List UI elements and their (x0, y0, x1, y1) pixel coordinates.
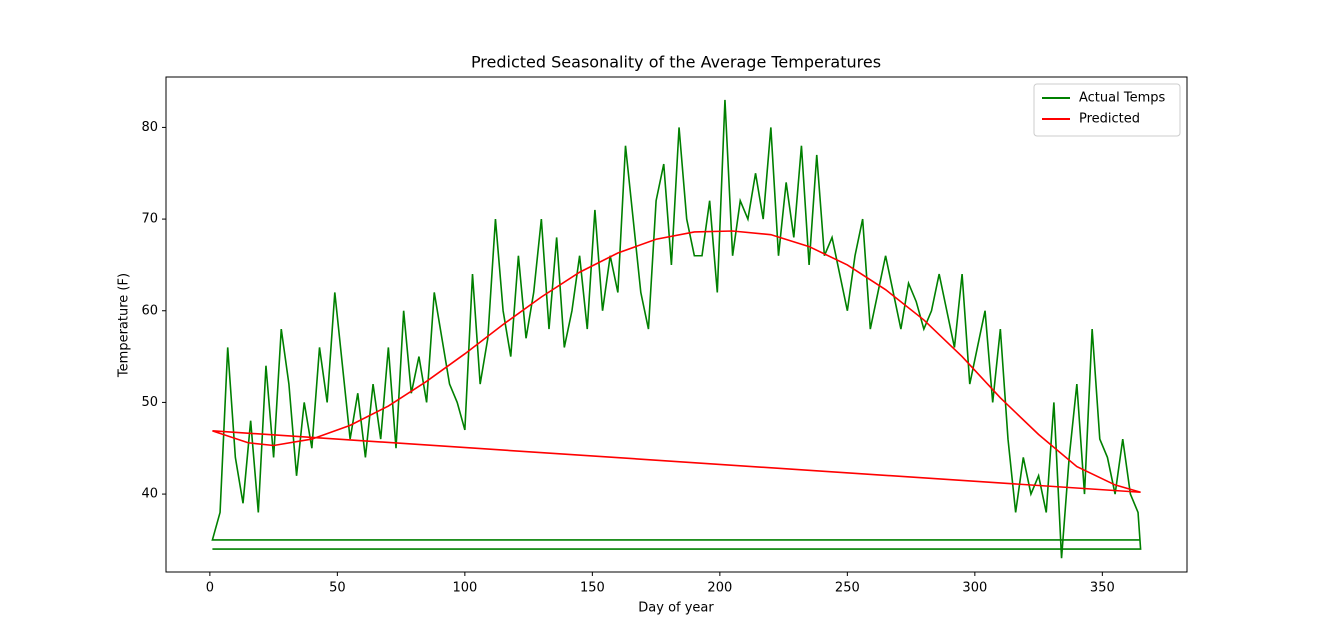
x-tick-label: 50 (329, 581, 346, 596)
y-tick-label: 80 (141, 120, 158, 135)
x-tick-label: 100 (452, 581, 477, 596)
y-tick-label: 70 (141, 212, 158, 227)
x-axis-label: Day of year (638, 601, 714, 616)
plot-frame (165, 76, 1188, 573)
chart-title: Predicted Seasonality of the Average Tem… (471, 53, 881, 72)
legend-box (1033, 83, 1181, 137)
series-line (212, 230, 1141, 494)
y-tick-label: 60 (141, 303, 158, 318)
x-tick-label: 300 (962, 581, 987, 596)
series-line (211, 99, 1142, 559)
y-tick-label: 40 (141, 487, 158, 502)
legend-label: Predicted (1079, 112, 1140, 127)
y-axis-label: Temperature (F) (117, 273, 132, 378)
x-tick-label: 0 (206, 581, 214, 596)
x-tick-label: 350 (1090, 581, 1115, 596)
legend-label: Actual Temps (1079, 91, 1166, 106)
x-tick-label: 150 (580, 581, 605, 596)
x-tick-label: 200 (707, 581, 732, 596)
y-tick-label: 50 (141, 395, 158, 410)
x-tick-label: 250 (835, 581, 860, 596)
